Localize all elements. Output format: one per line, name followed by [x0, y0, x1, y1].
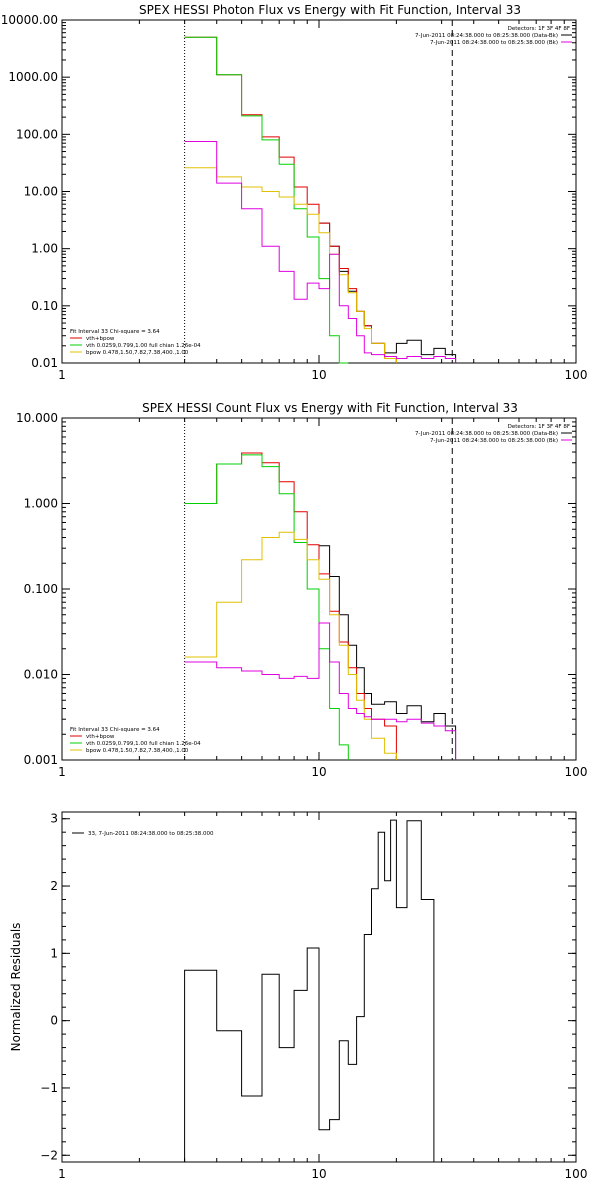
count-flux-series-0-line — [319, 545, 457, 760]
residuals-y-tick-label: 1 — [50, 946, 58, 960]
residuals-panel: Normalized Residuals 1 10 100 −2 −1 0 1 2 3 33, … — [9, 811, 587, 1181]
residuals-y-tick-label: −1 — [40, 1081, 58, 1095]
residuals-series — [184, 819, 435, 1162]
photon-flux-series-2-line — [184, 36, 349, 364]
residuals-y-tick-label: −2 — [40, 1148, 58, 1162]
count-flux-series — [184, 418, 457, 760]
photon-flux-title: SPEX HESSI Photon Flux vs Energy with Fi… — [139, 3, 521, 17]
count-flux-panel: SPEX HESSI Count Flux vs Energy with Fit… — [16, 401, 587, 779]
photon-flux-detectors-label: Detectors: 1F 3F 4F 8F — [508, 26, 570, 32]
photon-flux-series-3-line — [184, 167, 397, 363]
photon-flux-y-tick-label: 10000.00 — [1, 13, 58, 27]
count-flux-fit-legend-header: Fit Interval 33 Chi-square = 3.64 — [70, 727, 160, 733]
count-flux-y-tick-label: 0.001 — [24, 753, 58, 767]
count-flux-x-tick-label: 1 — [58, 765, 66, 779]
count-flux-fit-legend-item: vth+bpow — [86, 734, 115, 740]
photon-flux-x-tick-label: 10 — [311, 368, 326, 382]
count-flux-title: SPEX HESSI Count Flux vs Energy with Fit… — [142, 401, 518, 415]
residuals-ylabel: Normalized Residuals — [9, 923, 23, 1052]
photon-flux-x-tick-label: 100 — [565, 368, 588, 382]
residuals-y-tick-label: 2 — [50, 879, 58, 893]
count-flux-series-2-line — [184, 454, 349, 760]
photon-flux-series — [184, 20, 457, 364]
count-flux-x-tick-label: 100 — [565, 765, 588, 779]
residuals-x-tick-label: 100 — [565, 1167, 588, 1181]
count-flux-x-tick-label: 10 — [311, 765, 326, 779]
residuals-x-tick-label: 10 — [311, 1167, 326, 1181]
photon-flux-y-tick-label: 0.10 — [31, 299, 58, 313]
count-flux-time-legend: Detectors: 1F 3F 4F 8F 7-Jun-2011 08:24:… — [415, 424, 572, 444]
photon-flux-y-tick-label: 1000.00 — [8, 70, 58, 84]
count-flux-fit-legend: Fit Interval 33 Chi-square = 3.64 vth+bp… — [70, 727, 201, 754]
residuals-legend: 33, 7-Jun-2011 08:24:38.000 to 08:25:38.… — [72, 831, 214, 837]
count-flux-time-legend-item: 7-Jun-2011 08:24:38.000 to 08:25:38.000 … — [430, 438, 558, 444]
photon-flux-axes: 1 10 100 0.01 0.10 1.00 10.00 100.00 1000.00 1000… — [1, 13, 588, 382]
photon-flux-y-tick-label: 0.01 — [31, 356, 58, 370]
count-flux-series-3-line — [184, 531, 397, 760]
photon-flux-y-tick-label: 10.00 — [24, 185, 58, 199]
photon-flux-fit-legend-header: Fit Interval 33 Chi-square = 3.64 — [70, 329, 160, 335]
count-flux-y-tick-label: 0.010 — [24, 668, 58, 682]
count-flux-axes: 1 10 100 0.001 0.010 0.100 1.000 10.000 — [16, 411, 587, 779]
residuals-y-tick-label: 0 — [50, 1014, 58, 1028]
count-flux-series-1-line — [184, 452, 397, 760]
photon-flux-y-tick-label: 100.00 — [16, 127, 58, 141]
residuals-axes: 1 10 100 −2 −1 0 1 2 3 — [40, 812, 587, 1181]
photon-flux-series-4-line — [184, 141, 457, 363]
photon-flux-fit-legend: Fit Interval 33 Chi-square = 3.64 vth+bp… — [70, 329, 201, 356]
count-flux-y-tick-label: 10.000 — [16, 411, 58, 425]
photon-flux-fit-legend-item: vth 0.0259,0.799,1.00 full chian 1.26e-0… — [86, 343, 201, 349]
residuals-y-tick-label: 3 — [50, 812, 58, 826]
photon-flux-time-legend-item: 7-Jun-2011 08:24:38.000 to 08:25:38.000 … — [430, 40, 558, 46]
photon-flux-x-tick-label: 1 — [58, 368, 66, 382]
residuals-step-line — [184, 819, 435, 1162]
count-flux-fit-legend-item: vth 0.0259,0.799,1.00 full chian 1.26e-0… — [86, 741, 201, 747]
count-flux-detectors-label: Detectors: 1F 3F 4F 8F — [508, 424, 570, 430]
photon-flux-plot-frame — [61, 19, 577, 364]
photon-flux-y-tick-label: 1.00 — [31, 242, 58, 256]
photon-flux-series-1-line — [184, 36, 397, 363]
photon-flux-fit-legend-item: vth+bpow — [86, 336, 115, 342]
count-flux-y-tick-label: 1.000 — [24, 497, 58, 511]
count-flux-y-tick-label: 0.100 — [24, 582, 58, 596]
count-flux-fit-legend-item: bpow 0.478,1.50,7.82,7.38,400.,1.00 — [86, 748, 189, 754]
photon-flux-time-legend-item: 7-Jun-2011 08:24:38.000 to 08:25:38.000 … — [415, 33, 558, 39]
count-flux-series-4-line — [184, 622, 457, 760]
residuals-legend-item: 33, 7-Jun-2011 08:24:38.000 to 08:25:38.… — [88, 831, 214, 837]
count-flux-time-legend-item: 7-Jun-2011 08:24:38.000 to 08:25:38.000 … — [415, 431, 558, 437]
residuals-x-tick-label: 1 — [58, 1167, 66, 1181]
photon-flux-panel: SPEX HESSI Photon Flux vs Energy with Fi… — [1, 3, 588, 382]
photon-flux-fit-legend-item: bpow 0.478,1.50,7.82,7.38,400.,1.00 — [86, 350, 189, 356]
photon-flux-time-legend: Detectors: 1F 3F 4F 8F 7-Jun-2011 08:24:… — [415, 26, 572, 46]
